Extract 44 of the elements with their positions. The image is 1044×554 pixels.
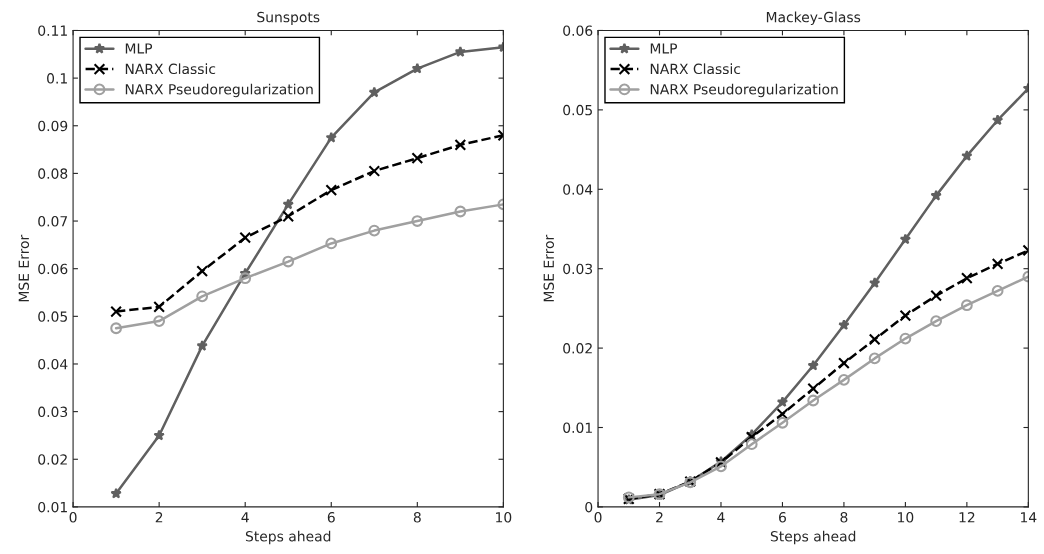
y-tick-label: 0.04 <box>38 358 68 370</box>
y-tick-label: 0.06 <box>563 25 593 36</box>
y-tick-label: 0.06 <box>38 263 68 275</box>
y-tick-label: 0.08 <box>38 168 68 179</box>
y-tick-label: 0.11 <box>38 25 67 36</box>
y-tick-label: 0.09 <box>38 120 68 132</box>
y-tick-label: 0.02 <box>38 454 67 465</box>
legend-label: NARX Pseudoregularization <box>650 83 838 98</box>
x-tick-label: 6 <box>327 512 335 523</box>
y-tick-label: 0.02 <box>563 343 592 354</box>
chart-title: Sunspots <box>257 11 320 26</box>
x-tick-label: 4 <box>717 512 725 523</box>
legend-label: MLP <box>650 43 678 54</box>
legend-label: NARX Classic <box>650 63 741 75</box>
x-axis-title: Steps ahead <box>770 530 856 545</box>
y-tick-label: 0.1 <box>47 73 67 84</box>
x-tick-label: 8 <box>413 512 421 523</box>
x-tick-label: 4 <box>241 512 249 523</box>
x-axis-title: Steps ahead <box>245 530 331 545</box>
y-tick-label: 0 <box>585 501 593 513</box>
legend-label: NARX Classic <box>125 63 216 75</box>
x-tick-label: 8 <box>840 512 848 523</box>
y-tick-label: 0.07 <box>38 216 68 227</box>
x-tick-label: 10 <box>898 512 914 523</box>
legend-label: MLP <box>125 43 153 54</box>
x-tick-label: 12 <box>959 512 975 523</box>
y-tick-label: 0.05 <box>563 104 592 116</box>
chart-title: Mackey-Glass <box>766 11 861 26</box>
x-tick-label: 6 <box>779 512 786 523</box>
x-tick-label: 10 <box>496 512 512 523</box>
y-axis-title: MSE Error <box>543 234 555 302</box>
y-tick-label: 0.05 <box>38 311 68 322</box>
x-tick-label: 14 <box>1021 512 1037 523</box>
x-tick-label: 2 <box>155 512 163 523</box>
y-tick-label: 0.04 <box>563 184 593 195</box>
y-tick-label: 0.01 <box>563 422 592 433</box>
x-tick-label: 0 <box>594 512 602 523</box>
x-tick-label: 0 <box>69 512 77 523</box>
legend-label: NARX Pseudoregularization <box>125 83 313 98</box>
y-axis-title: MSE Error <box>18 234 30 302</box>
y-tick-label: 0.03 <box>563 263 593 275</box>
y-tick-label: 0.01 <box>38 501 67 513</box>
y-tick-label: 0.03 <box>38 406 68 418</box>
x-tick-label: 2 <box>656 512 663 523</box>
